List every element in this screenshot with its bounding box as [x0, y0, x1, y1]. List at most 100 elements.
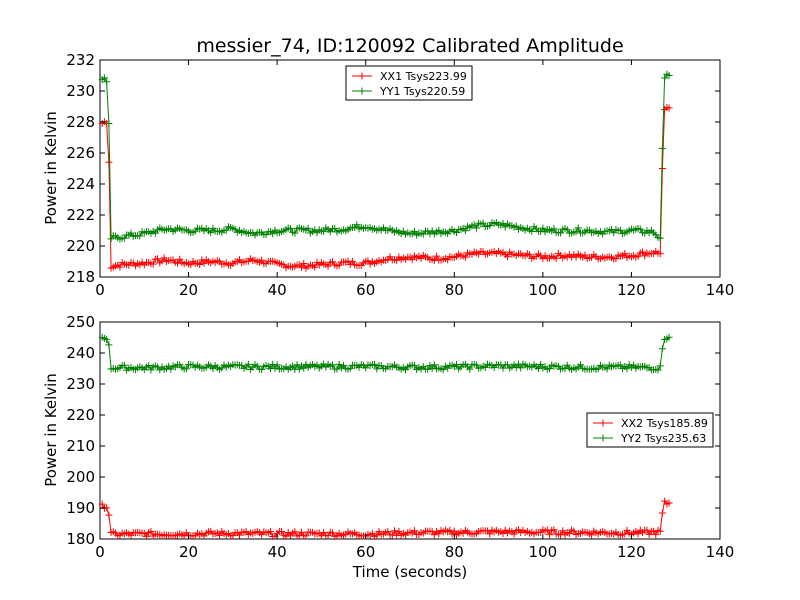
top-series-0-point [258, 256, 266, 264]
bottom-series-1-point [410, 362, 418, 370]
top-x-tick-label: 140 [706, 281, 735, 299]
top-legend-marker-1 [358, 87, 366, 95]
top-x-tick-label: 0 [95, 281, 105, 299]
bottom-series-0-point [656, 527, 664, 535]
top-series-0-point [324, 262, 332, 270]
top-series-1-point [528, 228, 536, 236]
top-y-tick-label: 222 [66, 206, 95, 224]
bottom-series-1-point [293, 361, 301, 369]
bottom-legend-marker-1 [599, 434, 607, 442]
top-series-1-point [661, 74, 669, 82]
bottom-series-0-point [291, 528, 299, 536]
bottom-series-1-point [182, 365, 190, 373]
bottom-series-1-point [273, 361, 281, 369]
bottom-series-0-point [510, 530, 518, 538]
top-series-1-point [410, 227, 418, 235]
top-series-1-point [499, 219, 507, 227]
top-x-tick-label: 60 [356, 281, 375, 299]
bottom-y-tick-label: 180 [66, 530, 95, 548]
bottom-series-1-point [371, 360, 379, 368]
top-legend: XX1 Tsys223.99 YY1 Tsys220.59 [345, 65, 473, 101]
top-series-1-point [320, 227, 328, 235]
bottom-series-1-point [439, 366, 447, 374]
bottom-series-0-point [391, 527, 398, 535]
top-series-1-point [572, 228, 580, 236]
top-y-tick-label: 226 [66, 144, 95, 162]
bottom-legend-label-1: YY2 Tsys235.63 [620, 432, 706, 445]
bottom-x-tick-label: 60 [356, 543, 375, 561]
top-series-0-point [149, 260, 157, 268]
bottom-series-0-point [216, 531, 224, 539]
bottom-panel: 0 20 40 60 80 100 120 140 180 190 200 210 220 230 240 2… [42, 313, 734, 581]
top-series-0-point [200, 259, 208, 267]
top-series-1-point [103, 78, 111, 86]
x-axis-label: Time (seconds) [352, 563, 468, 581]
top-y-tick-label: 230 [66, 82, 95, 100]
bottom-x-tick-label: 120 [617, 543, 646, 561]
top-series-1-point [636, 225, 644, 233]
bottom-series-0-point [543, 526, 551, 534]
bottom-y-tick-label: 210 [66, 437, 95, 455]
bottom-x-tick-label: 100 [529, 543, 558, 561]
chart-title: messier_74, ID:120092 Calibrated Amplitu… [196, 35, 623, 57]
top-legend-label-0: XX1 Tsys223.99 [380, 70, 467, 83]
top-x-tick-label: 100 [529, 281, 558, 299]
top-series-0-point [656, 250, 664, 258]
bottom-series-0-point [665, 499, 673, 507]
bottom-series-layer [98, 333, 673, 541]
bottom-series-1-point [335, 360, 343, 368]
top-series-1 [98, 70, 673, 243]
top-series-1-point [269, 230, 277, 238]
bottom-series-0-point [486, 530, 494, 538]
top-series-0-point [196, 260, 204, 268]
top-series-1-point [550, 225, 558, 233]
top-series-0-point [526, 251, 534, 259]
bottom-series-1-point [654, 366, 662, 374]
top-series-1-point [658, 144, 666, 152]
top-x-tick-label: 120 [617, 281, 646, 299]
top-series-0-point [408, 256, 416, 264]
bottom-series-0-point [634, 530, 642, 538]
top-series-1-point [461, 227, 469, 235]
top-series-1-point [574, 224, 582, 232]
bottom-series-1 [98, 333, 673, 374]
bottom-y-axis-label: Power in Kelvin [42, 373, 60, 487]
bottom-legend-marker-0 [599, 419, 607, 427]
bottom-series-0-point [373, 531, 381, 539]
bottom-series-1-point [300, 364, 308, 372]
top-series-1-point [539, 224, 547, 232]
top-series-1-point [136, 232, 144, 240]
bottom-series-0-point [643, 526, 651, 534]
bottom-series-1-point [658, 345, 666, 353]
top-series-1-point [557, 229, 565, 237]
top-series-1-point [105, 120, 113, 128]
bottom-y-tick-label: 250 [66, 313, 95, 331]
top-series-0-point [105, 158, 113, 166]
top-series-0-point [665, 104, 673, 112]
bottom-series-1-point [244, 360, 252, 368]
top-x-tick-label: 80 [445, 281, 464, 299]
bottom-series-1-point [577, 361, 584, 369]
bottom-y-tick-label: 190 [66, 499, 95, 517]
top-panel: 0 20 40 60 80 100 120 140 218 220 222 224 226 228 230 2… [42, 51, 734, 299]
top-series-1-point [656, 234, 664, 242]
bottom-series-0-point [410, 527, 418, 535]
bottom-series-0-point [559, 527, 567, 535]
top-y-axis-label: Power in Kelvin [42, 111, 60, 225]
bottom-series-0-point [588, 531, 596, 539]
bottom-series-1-point [466, 365, 474, 373]
bottom-series-1-point [603, 365, 611, 373]
bottom-series-1-point [517, 364, 525, 372]
bottom-series-0-point [143, 532, 150, 540]
bottom-y-tick-label: 240 [66, 344, 95, 362]
top-series-0-point [300, 259, 308, 267]
top-series-0-point [461, 253, 469, 261]
bottom-series-0-point [267, 527, 274, 535]
bottom-series-1-point [145, 361, 153, 369]
bottom-series-0-point [98, 500, 106, 508]
bottom-legend: XX2 Tsys185.89 YY2 Tsys235.63 [586, 412, 714, 448]
bottom-series-1-point [616, 361, 624, 369]
bottom-series-1-point [665, 333, 673, 341]
top-series-1-point [291, 229, 299, 237]
